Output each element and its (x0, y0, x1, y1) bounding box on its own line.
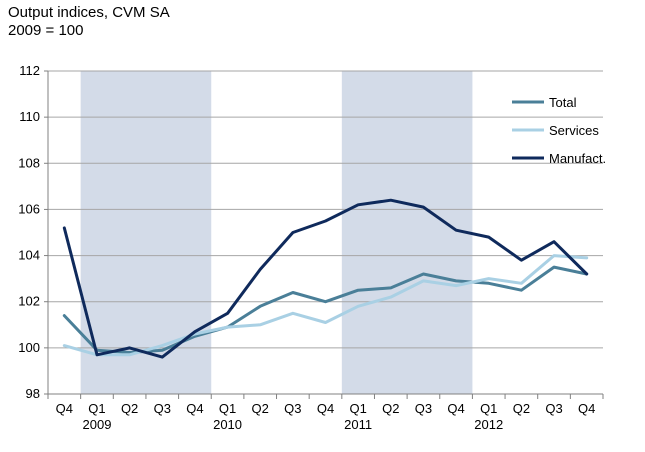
x-tick-label: Q3 (545, 401, 562, 416)
series-line-manufact (62, 198, 589, 359)
x-tick-label: Q1 (219, 401, 236, 416)
x-tick-label: Q1 (480, 401, 497, 416)
year-label: 2010 (213, 417, 242, 432)
y-tick-label: 112 (19, 63, 40, 78)
year-label: 2009 (83, 417, 112, 432)
year-label: 2011 (344, 417, 372, 432)
legend-label: Manufact. (549, 151, 606, 166)
y-tick-label: 106 (18, 201, 40, 216)
x-tick-label: Q1 (88, 401, 105, 416)
series-line-services (62, 254, 589, 357)
x-tick-label: Q2 (513, 401, 530, 416)
x-tick-label: Q3 (415, 401, 432, 416)
chart-title: Output indices, CVM SA (8, 4, 170, 21)
x-tick-label: Q1 (349, 401, 366, 416)
y-tick-label: 110 (19, 109, 40, 124)
y-tick-label: 102 (18, 294, 40, 309)
year-label: 2012 (474, 417, 503, 432)
series-line-total (62, 265, 589, 354)
y-tick-label: 108 (18, 155, 40, 170)
x-tick-label: Q3 (284, 401, 301, 416)
chart-subtitle: 2009 = 100 (8, 22, 84, 39)
x-tick-label: Q2 (252, 401, 269, 416)
x-tick-label: Q4 (317, 401, 334, 416)
x-tick-label: Q2 (382, 401, 399, 416)
shaded-band-1 (341, 71, 473, 394)
x-tick-label: Q4 (447, 401, 464, 416)
chart-titles: Output indices, CVM SA 2009 = 100 (8, 4, 170, 40)
y-tick-label: 100 (18, 340, 40, 355)
x-tick-label: Q4 (578, 401, 595, 416)
x-tick-label: Q2 (121, 401, 138, 416)
x-tick-label: Q4 (56, 401, 73, 416)
x-tick-label: Q3 (154, 401, 171, 416)
y-tick-label: 104 (18, 248, 40, 263)
legend-label: Total (549, 95, 577, 110)
shaded-band-0 (80, 71, 212, 394)
x-tick-label: Q4 (186, 401, 203, 416)
y-tick-label: 98 (26, 386, 40, 401)
legend-label: Services (549, 123, 599, 138)
